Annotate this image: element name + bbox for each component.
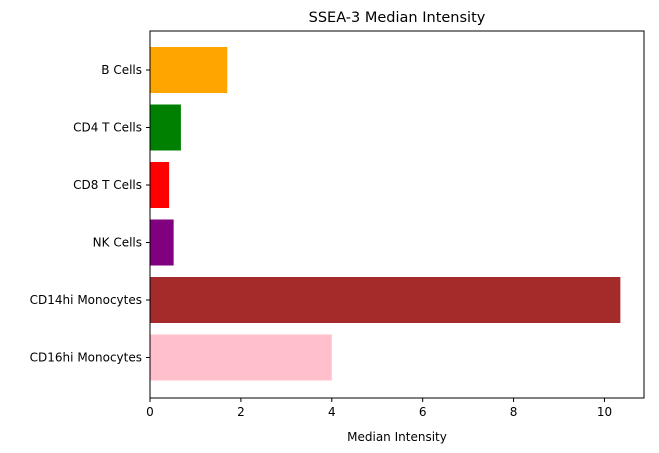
x-tick-label-8: 8 [510,405,518,419]
x-tick-label-0: 0 [146,405,154,419]
x-tick-label-10: 10 [597,405,612,419]
bar-nk-cells [150,219,174,266]
plot-frame [149,30,645,399]
x-tick-label-6: 6 [419,405,427,419]
y-tick-label-nk-cells: NK Cells [93,236,142,250]
x-tick-label-2: 2 [237,405,245,419]
bar-b-cells [150,47,228,93]
y-tick-label-cd4-t-cells: CD4 T Cells [73,121,142,135]
bar-cd14hi-monocytes [150,277,621,323]
bar-cd4-t-cells [150,104,181,151]
x-tick-label-4: 4 [328,405,336,419]
bar-cd16hi-monocytes [150,334,332,381]
y-tick-label-cd14hi-monocytes: CD14hi Monocytes [30,293,142,307]
bar-cd8-t-cells [150,162,170,208]
x-axis-ticks: 0 2 4 6 8 10 [146,398,612,419]
chart-title: SSEA-3 Median Intensity [309,10,486,26]
y-tick-label-cd8-t-cells: CD8 T Cells [73,178,142,192]
y-axis-ticks: B Cells CD4 T Cells CD8 T Cells NK Cells CD1… [30,63,150,365]
y-tick-label-cd16hi-monocytes: CD16hi Monocytes [30,351,142,365]
bars-group [150,47,621,381]
y-tick-label-b-cells: B Cells [101,63,142,77]
x-axis-label: Median Intensity [347,430,447,444]
